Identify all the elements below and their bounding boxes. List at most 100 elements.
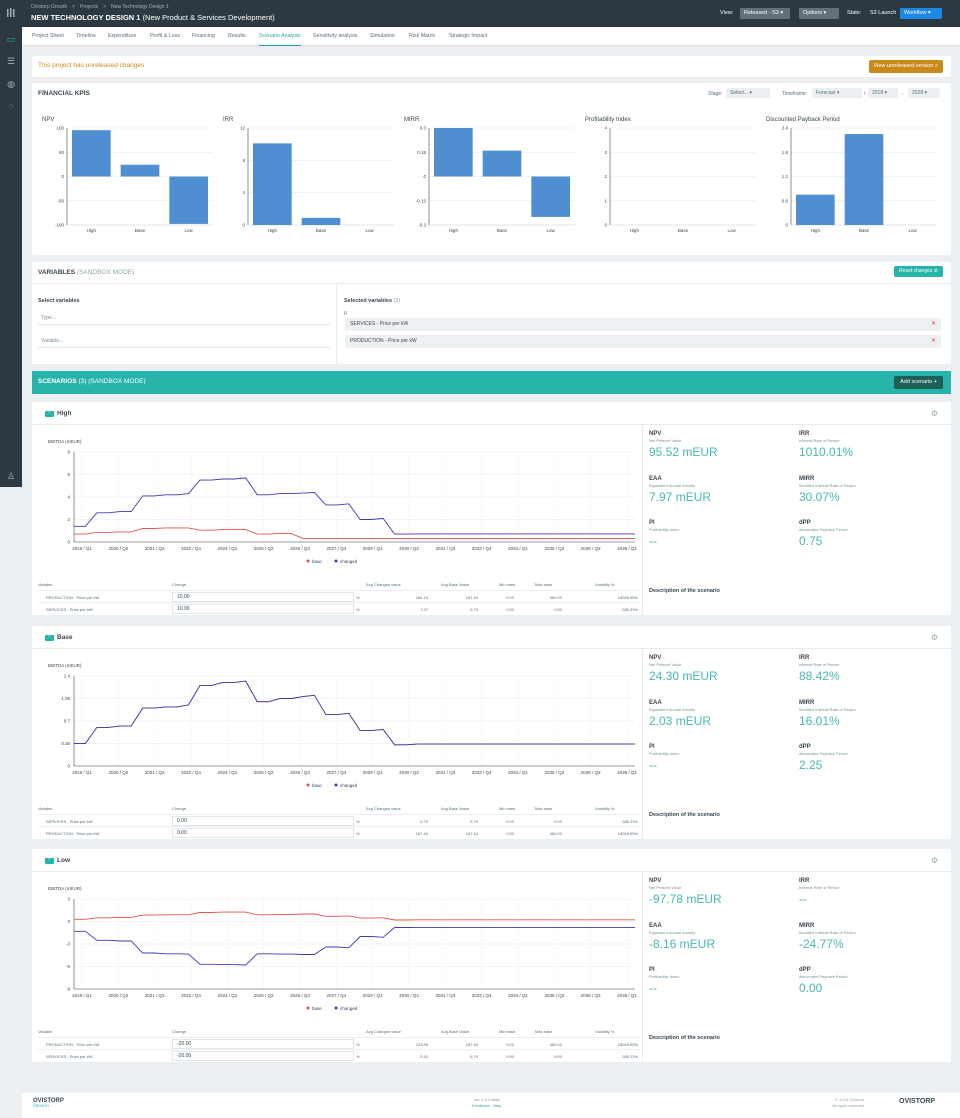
divider xyxy=(32,283,951,284)
x-tick-label: 2034 / Q1 xyxy=(508,546,528,551)
legend-label[interactable]: changed xyxy=(340,783,358,788)
x-tick-label: 2035 / Q2 xyxy=(544,546,564,551)
reset-changes-button[interactable]: Reset changes ⊘ xyxy=(894,266,943,277)
change-input[interactable]: 10.00 xyxy=(172,604,354,614)
x-tick-label: 2034 / Q1 xyxy=(508,993,528,998)
variable-select[interactable]: Variable... xyxy=(38,335,330,348)
collapse-icon[interactable]: ⌃ xyxy=(45,635,54,641)
from-year-select[interactable]: 2018 ▾ xyxy=(868,88,898,98)
user-icon[interactable]: ♙ xyxy=(6,471,16,481)
x-tick-label: 2038 / Q1 xyxy=(617,546,637,551)
tab-project-sheet[interactable]: Project Sheet xyxy=(32,33,64,39)
table-row: PRODUCTION - Price per kW 0.00% 167.44 167.… xyxy=(38,826,640,838)
x-tick-label: 2022 / Q4 xyxy=(181,770,201,775)
series-line-base xyxy=(74,911,635,921)
list-icon[interactable]: ☰ xyxy=(6,56,16,66)
description-label: Description of the scenario xyxy=(649,812,720,818)
tab-risk-matrix[interactable]: Risk Matrix xyxy=(409,33,436,39)
x-tick-label: High xyxy=(449,228,459,233)
kpi-bar-low xyxy=(531,176,570,217)
kpi-npv: NPV Net Present Value 24.30 mEUR xyxy=(649,655,789,683)
y-tick-label: 2 xyxy=(67,517,70,522)
gear-icon[interactable]: ⚙ xyxy=(930,633,938,642)
tab-timeline[interactable]: Timeline xyxy=(76,33,96,39)
change-input[interactable]: 10.00 xyxy=(172,592,354,602)
help-link[interactable]: Help xyxy=(493,1103,502,1108)
y-tick-label: -9 xyxy=(66,987,70,992)
column-header: Change xyxy=(172,1029,187,1034)
chart-y-title: EBITDA (mEUR) xyxy=(48,663,82,668)
kpi-eaa: EAA Equivalent Annual Annuity -8.16 mEUR xyxy=(649,923,789,951)
folder-icon[interactable]: ▭ xyxy=(6,34,16,44)
change-input[interactable]: -20.00 xyxy=(172,1051,354,1061)
chat-icon[interactable]: ◌ xyxy=(8,101,14,111)
change-input[interactable]: 0.00 xyxy=(172,816,354,826)
column-header: Avg Changed value xyxy=(366,1029,401,1034)
breadcrumb-current: New Technology Design 1 xyxy=(111,4,169,10)
remove-icon[interactable]: ✕ xyxy=(930,338,936,344)
kpi-sublabel: Modified Internal Rate of Return xyxy=(799,930,856,935)
cell-avg_changed: 184.19 xyxy=(415,595,428,600)
tab-simulation[interactable]: Simulation xyxy=(370,33,395,39)
x-tick-label: 2024 / Q1 xyxy=(217,546,237,551)
add-scenario-button[interactable]: Add scenario + xyxy=(894,376,943,389)
stage-select[interactable]: Select... ▾ xyxy=(726,88,770,98)
kpi-label: NPV xyxy=(649,655,662,661)
remove-icon[interactable]: ✕ xyxy=(930,321,936,327)
gear-icon[interactable]: ⚙ xyxy=(930,409,938,418)
kpi-sublabel: discounted Payback Period xyxy=(799,974,848,979)
view-select[interactable]: Released - S3 ▾ xyxy=(740,8,790,19)
legend-label[interactable]: changed xyxy=(340,559,358,564)
timeframe-label: Timeframe: xyxy=(782,91,808,97)
tab-expenditure[interactable]: Expenditure xyxy=(108,33,137,39)
kpi-value: 30.07% xyxy=(799,490,840,504)
change-input[interactable]: 0.00 xyxy=(172,828,354,838)
x-tick-label: Low xyxy=(185,228,194,233)
column-header: Variable xyxy=(38,582,53,587)
breadcrumb-projects[interactable]: Projects xyxy=(80,4,99,10)
y-tick-label: 0 xyxy=(67,764,70,769)
workflow-button[interactable]: Workflow ▾ xyxy=(900,8,942,19)
percent-sign: % xyxy=(356,819,360,824)
ebitda-chart: EBITDA (mEUR) 3 0 -3 -6 -9 2019 / Q1 2020 / Q2 2… xyxy=(38,873,637,1017)
legend-label[interactable]: base xyxy=(312,559,322,564)
tab-strategic-impact[interactable]: Strategic Impact xyxy=(449,33,488,39)
x-tick-label: 2032 / Q4 xyxy=(472,770,492,775)
x-tick-label: 2020 / Q2 xyxy=(108,546,128,551)
globe-icon[interactable]: ◍ xyxy=(7,79,15,89)
tab-profit-loss[interactable]: Profit & Loss xyxy=(150,33,181,39)
collapse-icon[interactable]: ⌃ xyxy=(45,858,54,864)
gear-icon[interactable]: ⚙ xyxy=(930,856,938,865)
timeframe-select[interactable]: Forecast ▾ xyxy=(812,88,862,98)
legend-label[interactable]: base xyxy=(312,1006,322,1011)
cell-max: 9.00 xyxy=(554,819,562,824)
tab-sensitivity-analysis[interactable]: Sensitivity analysis xyxy=(313,33,358,39)
tab-financing[interactable]: Financing xyxy=(192,33,215,39)
to-year-select[interactable]: 2028 ▾ xyxy=(908,88,940,98)
legend-marker xyxy=(306,1006,310,1010)
scenario-header: ⌃ Low ⚙ xyxy=(32,849,951,872)
kpi-chart-profitability-index: Profitability Index 4 3 2 1 0 High Base Low xyxy=(580,117,762,237)
x-tick-label: High xyxy=(87,228,97,233)
legend-label[interactable]: base xyxy=(312,783,322,788)
options-button[interactable]: Options ▾ xyxy=(799,8,839,19)
tab-results[interactable]: Results xyxy=(228,33,246,39)
type-input[interactable]: Type... xyxy=(38,312,330,325)
breadcrumb-home[interactable]: Ovistorp Growth xyxy=(31,4,68,10)
x-tick-label: 2027 / Q4 xyxy=(326,770,346,775)
change-input[interactable]: -20.00 xyxy=(172,1039,354,1049)
column-header: Volatility % xyxy=(595,806,615,811)
tab-scenario-analysis[interactable]: Scenario Analysis xyxy=(259,27,301,46)
kpi-mirr: MIRR Modified Internal Rate of Return -24.… xyxy=(799,923,939,951)
y-tick-label: 1 xyxy=(604,198,607,203)
x-tick-label: 2020 / Q2 xyxy=(108,770,128,775)
feedback-link[interactable]: Feedback xyxy=(472,1103,490,1108)
series-line-changed xyxy=(74,680,635,746)
app-logo-icon[interactable] xyxy=(4,6,18,20)
legend-label[interactable]: changed xyxy=(340,1006,358,1011)
collapse-icon[interactable]: ⌃ xyxy=(45,411,54,417)
view-unreleased-button[interactable]: View unreleased version ⌕ xyxy=(868,60,943,73)
percent-sign: % xyxy=(356,1042,360,1047)
